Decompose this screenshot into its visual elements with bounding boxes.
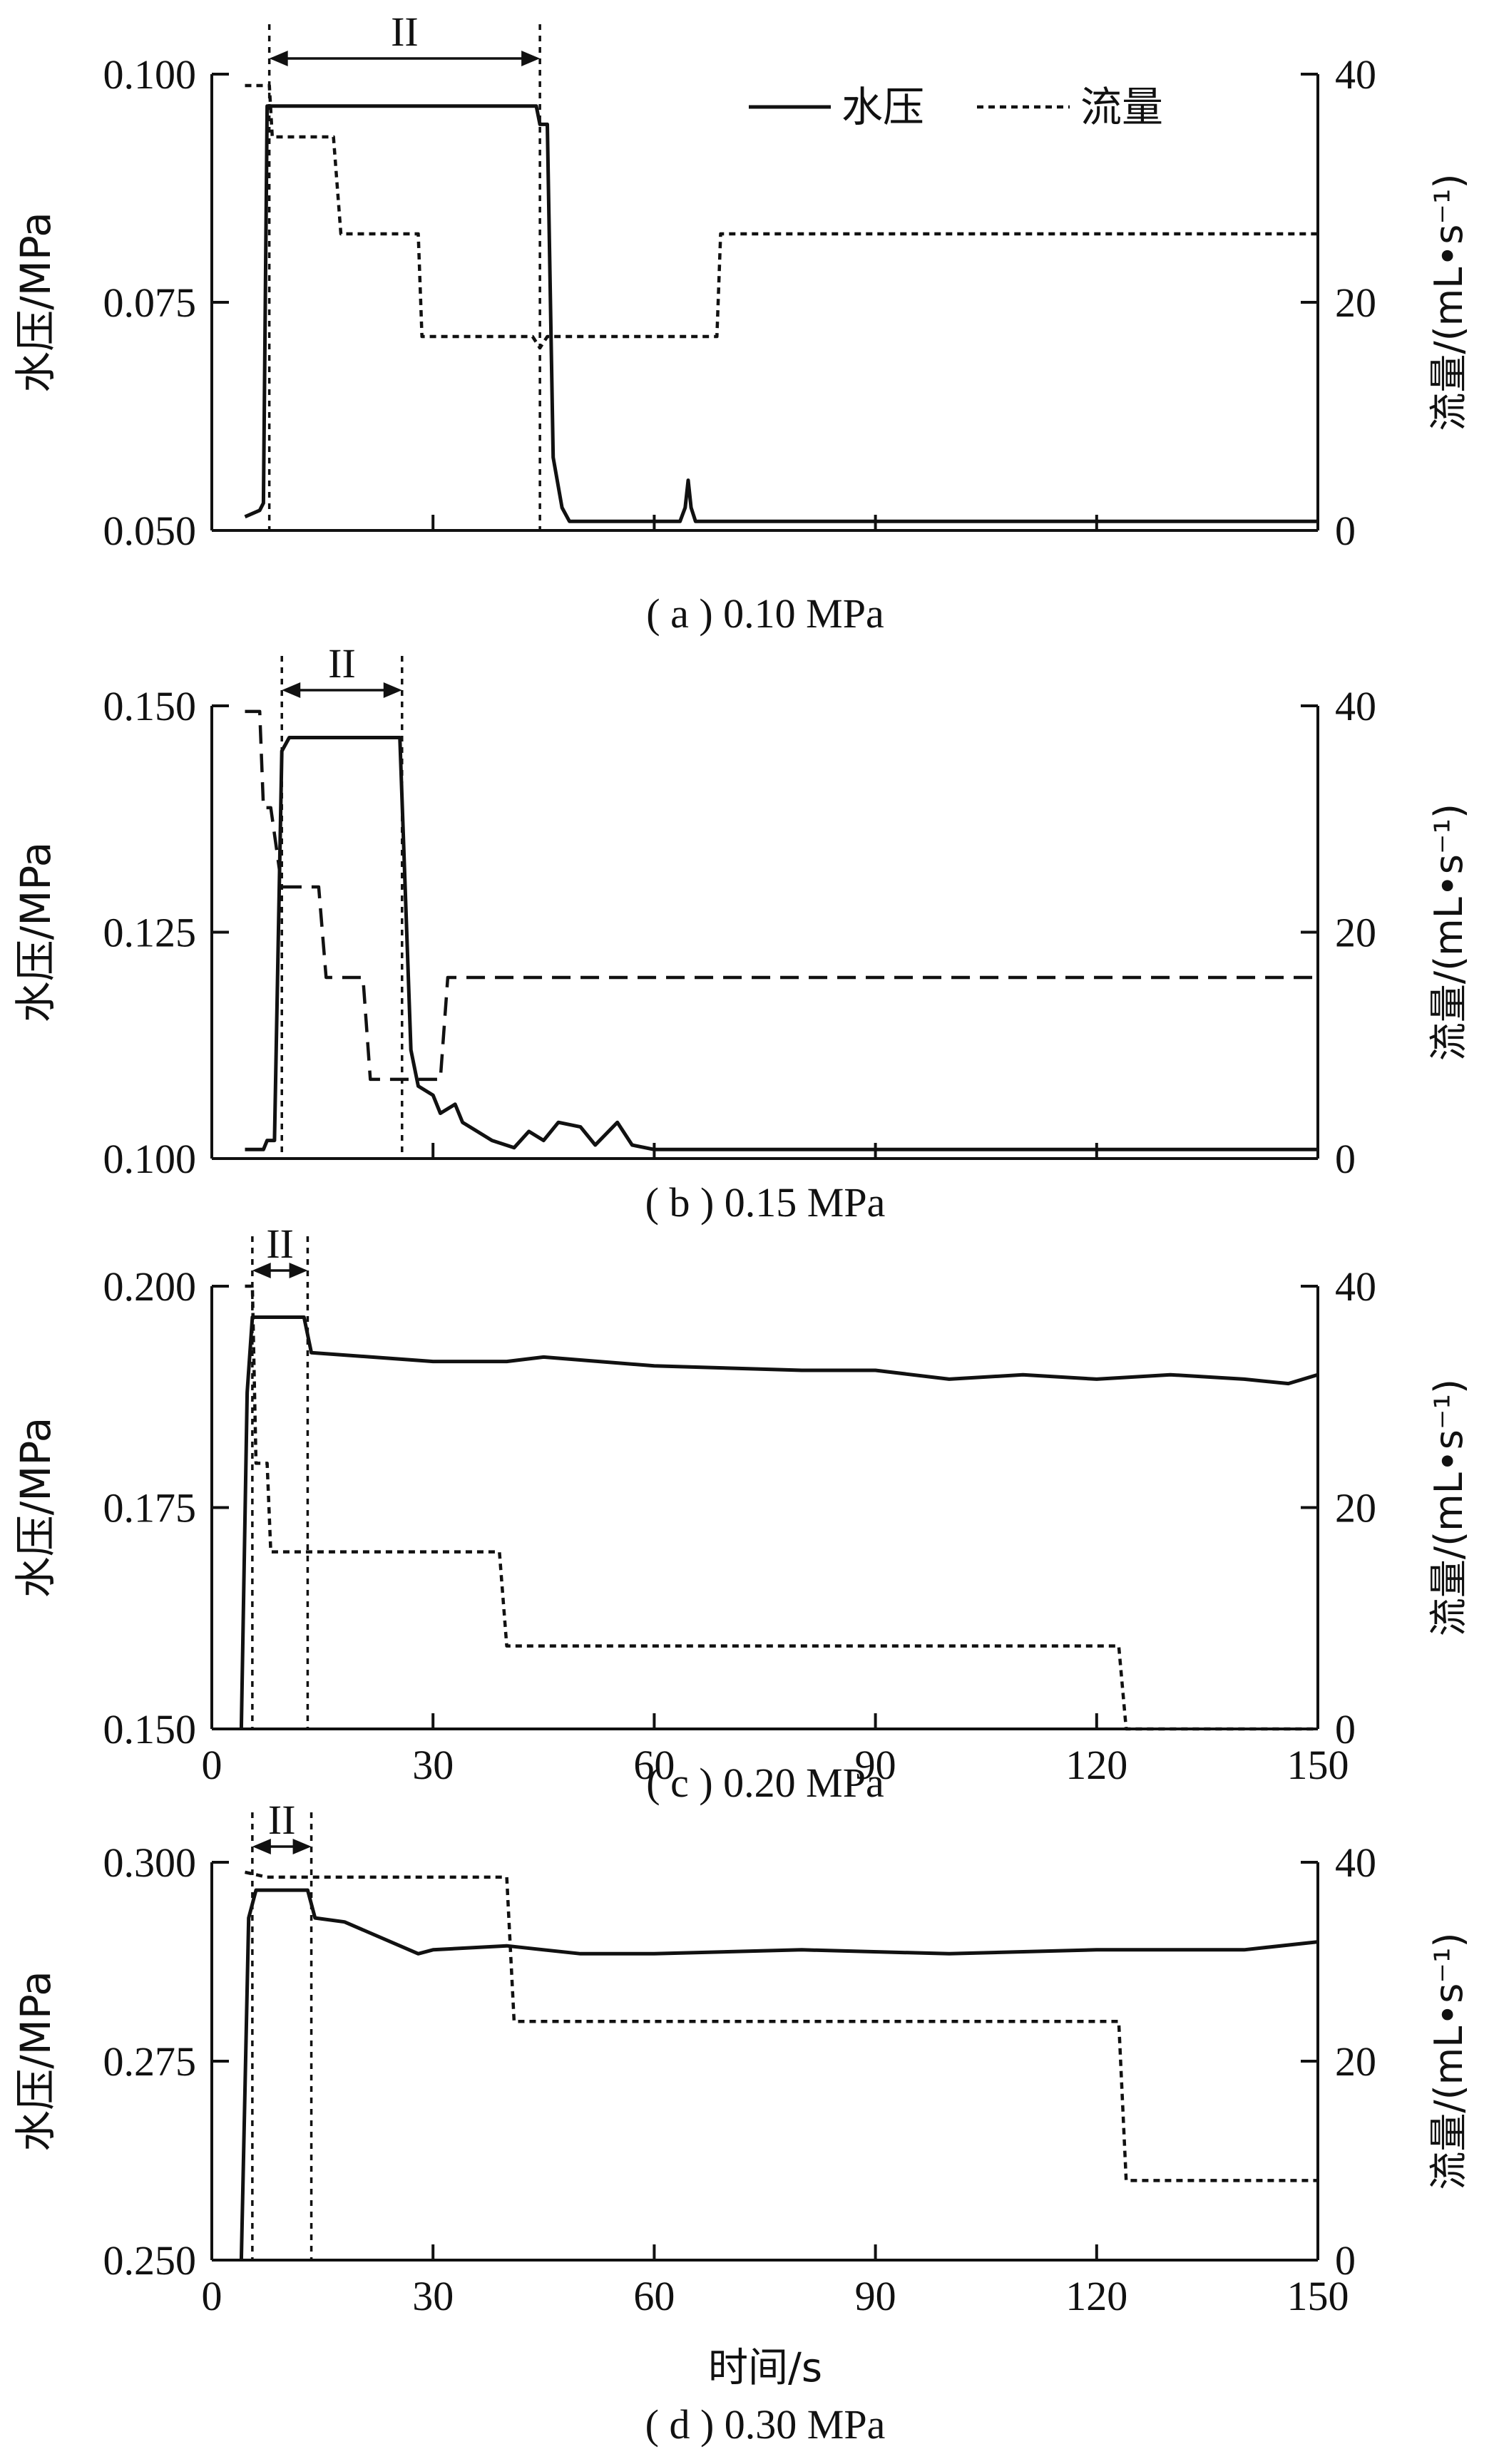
panel-c: 0.150 0.175 0.200 0 20 40 0 30 60 90 120 150 水压/MPa 流… (11, 1221, 1471, 1806)
x-tick-label: 30 (412, 2273, 454, 2319)
panel-b: 0.100 0.125 0.150 0 20 40 水压/MPa 流量/(mL•s⁻¹) ( b… (11, 640, 1471, 1226)
stage-arrow-head-left (252, 1839, 271, 1854)
left-tick-label: 0.100 (103, 51, 197, 98)
left-tick-label: 0.275 (103, 2038, 197, 2085)
stage-label: II (328, 640, 356, 687)
y2-axis-label: 流量/(mL•s⁻¹) (1426, 804, 1471, 1061)
panel-d: 0.250 0.275 0.300 0 20 40 0 30 60 90 120 150 水压/MPa 流… (11, 1797, 1471, 2448)
right-tick-label: 0 (1335, 508, 1356, 554)
panel-caption: ( c ) 0.20 MPa (646, 1760, 884, 1806)
y2-axis-label: 流量/(mL•s⁻¹) (1426, 1932, 1471, 2190)
stage-label: II (391, 9, 419, 55)
stage-arrow-head-left (269, 51, 288, 66)
left-tick-label: 0.150 (103, 1706, 197, 1752)
y-axis-label: 水压/MPa (11, 1971, 60, 2152)
panel-caption: ( a ) 0.10 MPa (646, 590, 884, 637)
right-tick-label: 0 (1335, 2237, 1356, 2284)
y2-axis-label: 流量/(mL•s⁻¹) (1426, 173, 1471, 431)
pressure-line (244, 104, 1318, 523)
stage-label: II (266, 1221, 294, 1267)
right-tick-label: 20 (1335, 1485, 1376, 1531)
stage-arrow-head-left (282, 682, 301, 698)
legend-flow-label: 流量 (1080, 83, 1163, 131)
stage-arrow-head-left (252, 1263, 271, 1278)
stage-arrow-head-right (289, 1263, 308, 1278)
x-tick-label: 90 (855, 1742, 896, 1788)
stage-arrow-head-right (292, 1839, 312, 1854)
x-tick-label: 120 (1065, 1742, 1127, 1788)
flow-line (245, 1284, 1318, 1731)
right-tick-label: 0 (1335, 1706, 1356, 1752)
left-tick-label: 0.150 (103, 683, 197, 729)
x-tick-label: 120 (1065, 2273, 1127, 2319)
right-tick-label: 20 (1335, 279, 1376, 326)
left-tick-label: 0.125 (103, 910, 197, 956)
x-tick-label: 30 (412, 1742, 454, 1788)
y2-axis-label: 流量/(mL•s⁻¹) (1426, 1379, 1471, 1636)
left-tick-label: 0.050 (103, 508, 197, 554)
x-tick-label: 150 (1287, 2273, 1349, 2319)
stage-arrow-head-right (383, 682, 402, 698)
right-tick-label: 0 (1335, 1136, 1356, 1182)
right-tick-label: 40 (1335, 51, 1376, 98)
left-tick-label: 0.100 (103, 1136, 197, 1182)
left-tick-label: 0.175 (103, 1485, 197, 1531)
x-tick-label: 0 (202, 1742, 222, 1788)
right-tick-label: 40 (1335, 683, 1376, 729)
left-tick-label: 0.250 (103, 2237, 197, 2284)
y-axis-label: 水压/MPa (11, 212, 60, 393)
left-tick-label: 0.075 (103, 279, 197, 326)
legend-pressure-label: 水压 (841, 83, 924, 131)
x-axis-label: 时间/s (708, 2345, 822, 2391)
left-tick-label: 0.200 (103, 1263, 197, 1310)
legend: 水压 流量 (749, 83, 1163, 131)
stage-arrow-head-right (521, 51, 541, 66)
x-tick-label: 0 (202, 2273, 222, 2319)
pressure-line (245, 736, 1318, 1151)
x-tick-label: 60 (633, 2273, 675, 2319)
right-tick-label: 40 (1335, 1839, 1376, 1886)
panel-caption: ( b ) 0.15 MPa (645, 1179, 886, 1226)
flow-line (245, 83, 1318, 350)
left-tick-label: 0.300 (103, 1839, 197, 1886)
x-tick-label: 60 (633, 1742, 675, 1788)
pressure-line (239, 1888, 1319, 2261)
right-tick-label: 20 (1335, 2038, 1376, 2085)
y-axis-label: 水压/MPa (11, 1417, 60, 1598)
x-tick-label: 150 (1287, 1742, 1349, 1788)
stage-label: II (268, 1797, 296, 1843)
x-tick-label: 90 (855, 2273, 896, 2319)
right-tick-label: 40 (1335, 1263, 1376, 1310)
panel-caption: ( d ) 0.30 MPa (645, 2401, 886, 2448)
panel-a: 0.050 0.075 0.100 0 20 40 水压/MPa 流量/(mL•s⁻¹) ( a… (11, 9, 1471, 637)
flow-line (245, 1870, 1318, 2182)
flow-line (245, 709, 1318, 1082)
right-tick-label: 20 (1335, 910, 1376, 956)
y-axis-label: 水压/MPa (11, 842, 60, 1023)
pressure-line (239, 1315, 1319, 1730)
